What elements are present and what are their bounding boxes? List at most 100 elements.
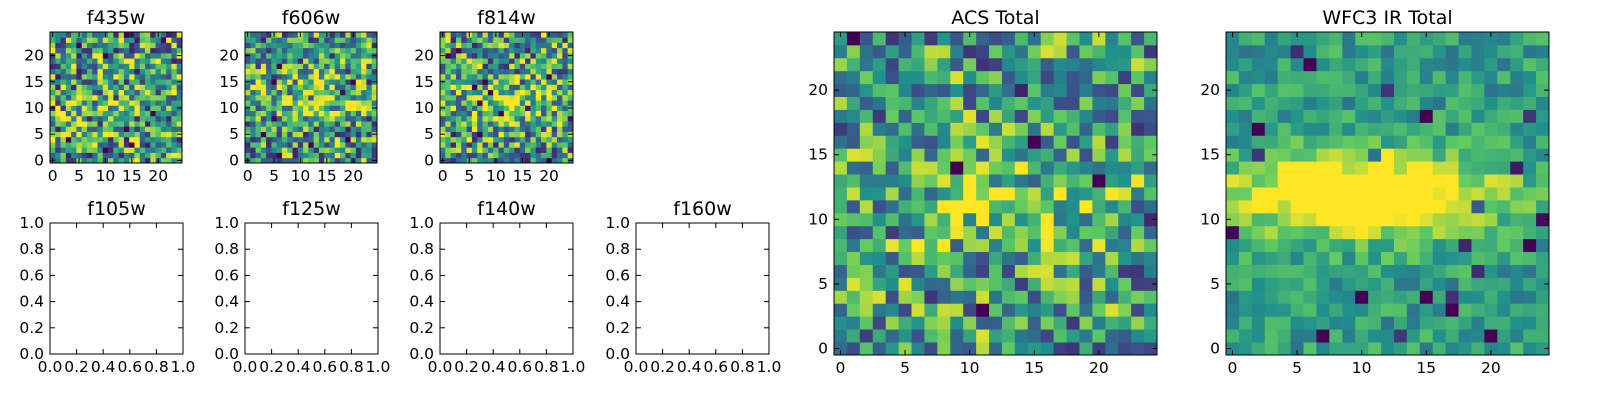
heatmap-cell xyxy=(950,238,964,253)
heatmap-cell xyxy=(129,94,135,101)
heatmap-cell xyxy=(1342,109,1356,123)
heatmap-cell xyxy=(1277,135,1291,149)
heatmap-cell xyxy=(1510,109,1524,123)
heatmap-cell xyxy=(541,73,547,80)
heatmap-cell xyxy=(872,316,887,330)
heatmap-cell xyxy=(155,94,162,101)
heatmap-cell xyxy=(1131,96,1145,110)
heatmap-cell xyxy=(1251,161,1266,175)
heatmap-cell xyxy=(989,342,1003,356)
heatmap-cell xyxy=(55,58,61,64)
heatmap-cell xyxy=(1458,329,1472,343)
heatmap-cell xyxy=(872,83,887,97)
heatmap-cell xyxy=(102,42,109,49)
heatmap-cell xyxy=(76,110,83,117)
heatmap-cell xyxy=(1066,187,1080,201)
heatmap-cell xyxy=(108,42,114,49)
heatmap-cell xyxy=(150,42,156,49)
y-tick-label: 1.0 xyxy=(214,214,239,232)
y-tick-label: 15 xyxy=(1200,146,1220,164)
heatmap-cell xyxy=(292,105,299,111)
heatmap-cell xyxy=(1014,174,1029,188)
heatmap-cell xyxy=(50,89,56,96)
heatmap-cell xyxy=(885,187,899,201)
heatmap-cell xyxy=(108,37,114,43)
heatmap-cell xyxy=(266,115,272,122)
heatmap-cell xyxy=(911,238,925,253)
heatmap-cell xyxy=(1027,225,1042,240)
heatmap-cell xyxy=(71,68,77,75)
heatmap-cell xyxy=(455,89,462,96)
heatmap-cell xyxy=(872,44,887,59)
heatmap-cell xyxy=(989,174,1003,188)
heatmap-cell xyxy=(155,110,162,117)
heatmap-cell xyxy=(1079,303,1093,317)
heatmap-cell xyxy=(846,122,861,136)
heatmap-cell xyxy=(466,63,473,70)
heatmap-cell xyxy=(60,121,67,127)
heatmap-cell xyxy=(1406,238,1421,253)
heatmap-cell xyxy=(65,105,72,111)
heatmap-cell xyxy=(509,100,515,106)
heatmap-cell xyxy=(834,277,848,291)
heatmap-cell xyxy=(1040,329,1055,343)
heatmap-cell xyxy=(171,84,178,91)
heatmap-cell xyxy=(487,47,494,54)
heatmap-cell xyxy=(924,83,938,97)
heatmap-cell xyxy=(509,58,515,64)
heatmap-cell xyxy=(477,147,483,153)
heatmap-cell xyxy=(1303,329,1317,343)
heatmap-cell xyxy=(1316,329,1330,343)
heatmap-cell xyxy=(493,131,499,138)
heatmap-cell xyxy=(493,89,499,96)
heatmap-cell xyxy=(509,47,515,54)
heatmap-cell xyxy=(1105,199,1119,214)
x-tick-label: 15 xyxy=(1416,359,1436,377)
x-tick-label: 5 xyxy=(269,167,279,185)
heatmap-cell xyxy=(1092,238,1106,253)
heatmap-cell xyxy=(292,115,299,122)
heatmap-cell xyxy=(250,142,256,148)
heatmap-cell xyxy=(113,47,120,54)
heatmap-cell xyxy=(1445,329,1459,343)
heatmap-cell xyxy=(150,115,156,122)
heatmap-cell xyxy=(255,37,262,43)
heatmap-cell xyxy=(445,142,452,148)
heatmap-cell xyxy=(530,47,537,54)
heatmap-cell xyxy=(313,157,320,164)
heatmap-cell xyxy=(466,89,473,96)
heatmap-cell xyxy=(1368,32,1382,46)
heatmap-cell xyxy=(509,115,515,122)
heatmap-cell xyxy=(989,44,1003,59)
heatmap-cell xyxy=(450,142,457,148)
heatmap-cell xyxy=(1368,174,1382,188)
heatmap-cell xyxy=(371,126,378,132)
heatmap-cell xyxy=(562,94,569,101)
heatmap-cell xyxy=(557,73,563,80)
heatmap-cell xyxy=(1471,83,1485,97)
heatmap-cell xyxy=(1303,174,1317,188)
heatmap-cell xyxy=(530,121,537,127)
heatmap-cell xyxy=(281,84,288,91)
heatmap-cell xyxy=(1290,83,1304,97)
heatmap-cell xyxy=(937,174,951,188)
heatmap-cell xyxy=(503,100,510,106)
heatmap-cell xyxy=(535,89,542,96)
heatmap-cell xyxy=(846,316,861,330)
heatmap-cell xyxy=(1066,44,1080,59)
heatmap-cell xyxy=(1536,187,1550,201)
heatmap-cell xyxy=(1406,83,1421,97)
heatmap-cell xyxy=(129,115,135,122)
heatmap-cell xyxy=(366,58,373,64)
heatmap-cell xyxy=(535,105,542,111)
heatmap-cell xyxy=(50,142,56,148)
heatmap-cell xyxy=(898,109,912,123)
heatmap-cell xyxy=(102,110,109,117)
heatmap-cell xyxy=(440,136,446,143)
heatmap-cell xyxy=(546,63,553,70)
heatmap-cell xyxy=(81,142,88,148)
heatmap-cell xyxy=(134,147,141,153)
x-tick-label: 20 xyxy=(539,167,559,185)
heatmap-cell xyxy=(245,126,251,132)
heatmap-cell xyxy=(1238,148,1253,162)
